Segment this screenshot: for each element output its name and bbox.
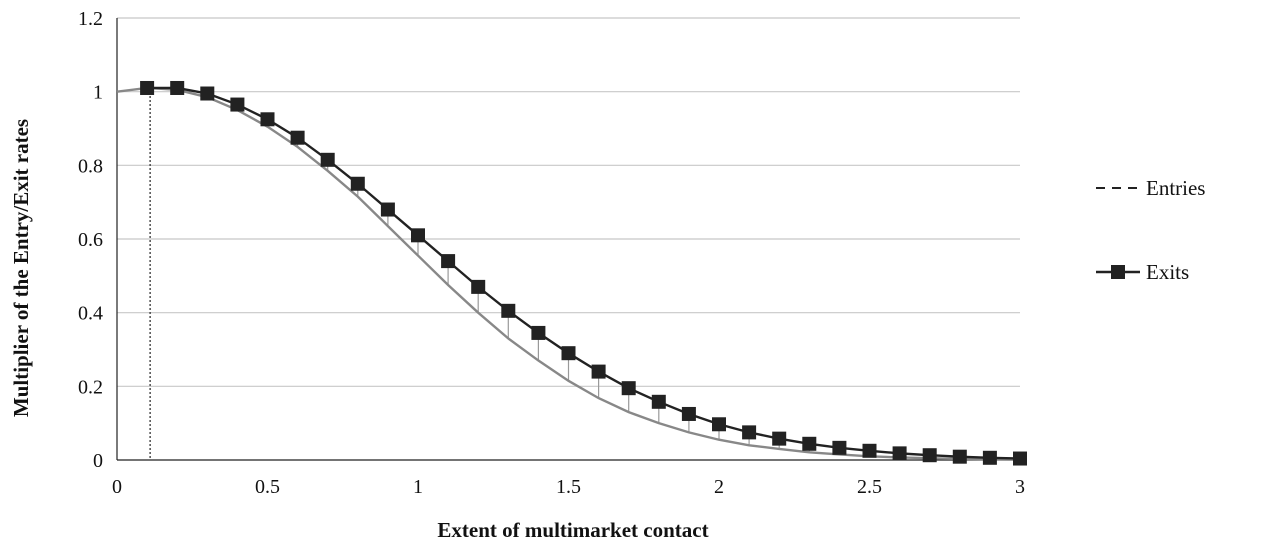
x-tick-label-5: 2.5 [857,476,882,498]
series-exits-line [147,86,1021,460]
series-layer [116,80,1027,466]
exits-point-16 [621,381,636,396]
legend-item-exits: Exits [1096,260,1189,284]
legend-exits-marker [1111,265,1125,279]
legend-exits-label: Exits [1146,260,1189,284]
exits-point-5 [290,130,305,145]
y-tick-label-4: 0.8 [78,155,103,177]
exits-point-8 [380,202,395,217]
series-entries-line [116,86,1021,461]
y-tick-label-3: 0.6 [78,229,103,251]
exits-point-21 [772,431,787,446]
x-tick-label-1: 0.5 [255,476,280,498]
exits-point-25 [892,446,907,461]
difference-lines [176,87,1021,460]
exits-point-11 [471,279,486,294]
x-tick-label-2: 1 [413,476,423,498]
x-tick-label-6: 3 [1015,476,1025,498]
exits-point-22 [802,436,817,451]
gridlines [117,17,1020,387]
exits-point-6 [320,152,335,167]
exits-point-9 [411,228,425,243]
x-tick-label-4: 2 [714,476,724,498]
exits-point-0 [140,80,155,95]
exits-point-29 [1013,451,1027,466]
tick-labels: 0 0.2 0.4 0.6 0.8 1 1.2 0 0.5 1 1.5 2 2.5 3 [78,8,1025,498]
exits-point-17 [651,394,666,409]
y-tick-label-5: 1 [93,82,103,104]
exits-point-15 [591,364,606,379]
exits-point-3 [230,97,245,112]
exits-point-20 [742,425,757,440]
exits-point-26 [922,448,937,463]
exits-point-23 [832,440,847,455]
exits-point-2 [200,86,215,101]
exits-point-1 [170,80,185,95]
exits-point-27 [952,449,967,464]
legend-entries-label: Entries [1146,176,1205,200]
legend-item-entries: Entries [1096,176,1205,200]
x-tick-label-0: 0 [112,476,122,498]
exits-point-10 [441,254,456,269]
exits-point-4 [260,112,275,127]
legend: Entries Exits [1096,176,1205,284]
y-tick-label-6: 1.2 [78,8,103,30]
x-axis-title: Extent of multimarket contact [437,518,708,542]
exits-point-14 [561,346,576,361]
exits-point-12 [501,303,516,318]
exits-point-28 [982,450,997,465]
exits-point-18 [681,406,696,421]
exits-point-19 [712,417,726,432]
exits-point-13 [531,325,546,340]
y-axis-title: Multiplier of the Entry/Exit rates [9,119,33,417]
y-tick-label-1: 0.2 [78,376,103,398]
exits-point-7 [350,176,365,191]
exits-point-24 [862,443,877,458]
y-tick-label-0: 0 [93,450,103,472]
y-tick-label-2: 0.4 [78,303,103,325]
x-tick-label-3: 1.5 [556,476,581,498]
